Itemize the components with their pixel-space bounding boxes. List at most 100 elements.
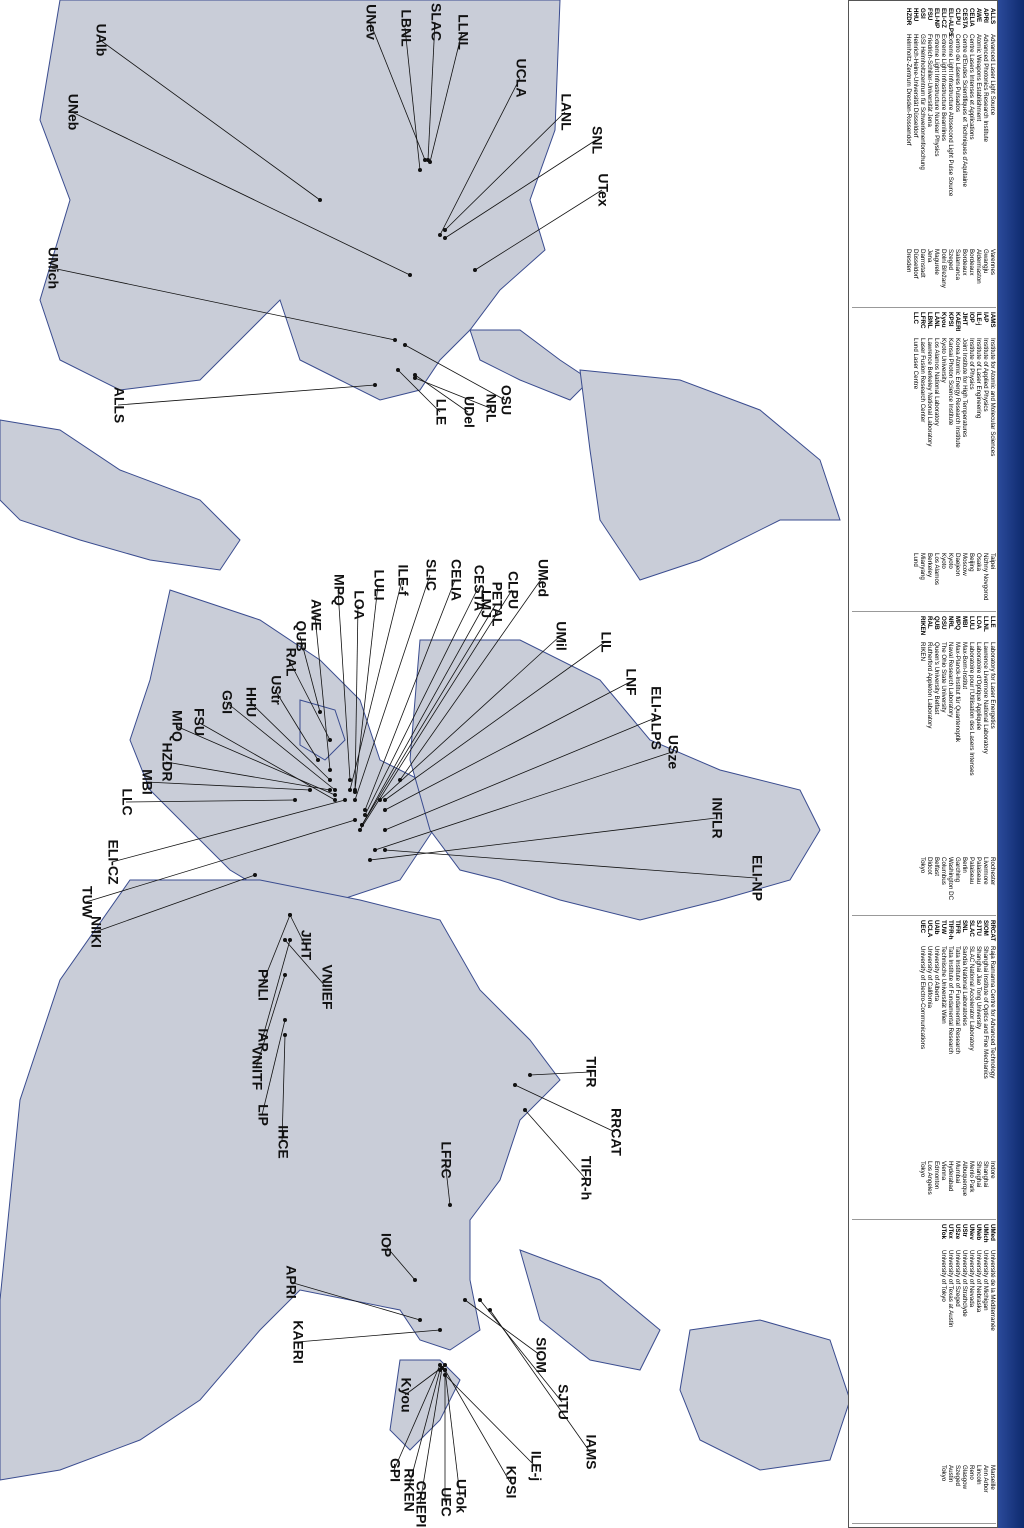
legend-group: LLE Laboratory for Laser Energetics Roches… xyxy=(852,612,996,916)
institute-name: Max-Born-Institut xyxy=(961,642,968,690)
pin-line xyxy=(407,1369,441,1491)
north-america xyxy=(39,0,561,401)
city: Salamanca xyxy=(954,249,961,280)
institute-label: UCLA xyxy=(513,59,529,98)
abbreviation: MBI xyxy=(961,616,968,628)
legend-row: SIOM Shanghai Institute of Optics and Fin… xyxy=(982,920,989,1215)
uk xyxy=(299,699,346,761)
institute-label: LFRC xyxy=(438,1141,454,1178)
pin-dot xyxy=(528,1073,532,1077)
pin-line xyxy=(361,603,497,826)
pin-line xyxy=(85,819,356,903)
pin-dot xyxy=(328,778,332,782)
pin-line xyxy=(281,1034,286,1143)
institute-name: Extreme Light Infrastructure Nuclear Phy… xyxy=(933,34,940,157)
legend-row: UMed Université de la Méditerranée Marseil… xyxy=(989,1224,996,1519)
pin-line xyxy=(444,1159,451,1206)
legend-row: TIFR Tata Institute of Fundamental Resear… xyxy=(954,920,961,1215)
institute-label: LBNL xyxy=(398,9,414,47)
abbreviation: KPSI xyxy=(947,312,954,327)
city: Bordeaux xyxy=(968,249,975,276)
pin-line xyxy=(249,701,331,781)
pin-dot xyxy=(513,1083,517,1087)
abbreviation: CELIA xyxy=(968,8,975,27)
institute-label: ELI-CZ xyxy=(105,839,121,885)
institute-label: UAlb xyxy=(93,24,109,57)
pin-dot xyxy=(283,938,287,942)
legend-row: MPQ Max-Planck-Institut für Quantenoptik G… xyxy=(954,616,961,911)
pin-line xyxy=(404,27,421,171)
asia xyxy=(0,879,561,1481)
city: Glasgow xyxy=(961,1465,968,1490)
institute-label: GSI xyxy=(219,690,235,714)
city: Berlin xyxy=(961,857,968,873)
legend-row: KAERI Korea Atomic Energy Research Instit… xyxy=(954,312,961,607)
legend-row: SJTU Shanghai Jiao Tong University Shangha… xyxy=(975,920,982,1215)
pin-dot xyxy=(328,738,332,742)
pin-line xyxy=(94,874,256,933)
institute-label: VNIIEF xyxy=(319,964,335,1010)
pin-line xyxy=(165,761,331,791)
pin-dot xyxy=(288,938,292,942)
pin-line xyxy=(296,1329,441,1343)
legend-row: FSU Friedrich-Schiller-Universität Jena Je… xyxy=(926,8,933,303)
city: Tokyo xyxy=(940,1465,947,1482)
city: Columbus xyxy=(940,857,947,885)
city: Washington DC xyxy=(947,857,954,901)
legend-row: AWE Atomic Weapons Establishment Aldermast… xyxy=(975,8,982,303)
abbreviation: RRCAT xyxy=(989,920,996,942)
institute-name: University of Strathclyde xyxy=(961,1250,968,1317)
legend-row: UEC University of Electro-Communications T… xyxy=(919,920,926,1215)
institute-name: Advanced Laser Light Source xyxy=(989,34,996,116)
institute-label: LNF xyxy=(623,668,639,696)
pin-line xyxy=(514,1084,616,1133)
landmasses xyxy=(0,0,848,1481)
pin-dot xyxy=(353,818,357,822)
city: Albuquerque xyxy=(961,1161,968,1197)
city: Rochester xyxy=(989,857,996,886)
institute-label: VNIITF xyxy=(249,1046,265,1091)
pin-dot xyxy=(363,813,367,817)
pin-dot xyxy=(413,376,417,380)
pin-dot xyxy=(353,790,357,794)
pin-line xyxy=(414,377,491,409)
pin-line xyxy=(489,1309,591,1453)
institute-label: MBI xyxy=(139,769,155,795)
japan xyxy=(389,1359,461,1451)
city: Los Angeles xyxy=(926,1161,933,1195)
institute-label: APRI xyxy=(283,1265,299,1298)
legend-row: LBNL Lawrence Berkeley National Laborator… xyxy=(926,312,933,607)
pin-dot xyxy=(348,778,352,782)
pin-dot xyxy=(383,848,387,852)
pin-line xyxy=(384,849,757,879)
legend-row: CELIA Centre Lasers Intenses et Applicati… xyxy=(968,8,975,303)
institute-name: Kansai Photon Science Institute xyxy=(947,338,954,426)
pin-dot xyxy=(443,236,447,240)
abbreviation: OSU xyxy=(940,616,947,630)
abbreviation: ALLS xyxy=(989,8,996,25)
institute-name: GSI Helmholtzzentrum für Schwerionenfors… xyxy=(919,34,926,170)
pin-line xyxy=(354,604,359,793)
institute-label: ILE-f xyxy=(395,564,411,595)
institute-name: Los Alamos National Laboratory xyxy=(933,338,940,426)
pin-line xyxy=(379,635,561,801)
pin-dot xyxy=(383,828,387,832)
abbreviation: UTex xyxy=(947,1224,954,1239)
pin-line xyxy=(369,21,426,161)
city: Mumbai xyxy=(954,1161,961,1184)
city: Hyderabad xyxy=(947,1161,954,1192)
institute-name: The Ohio State University xyxy=(940,642,947,713)
institute-name: Lawrence Livermore National Laboratory xyxy=(982,642,989,754)
europe xyxy=(129,589,441,901)
institute-label: LANL xyxy=(558,93,574,131)
legend-row: UNev University of Nevada Reno xyxy=(968,1224,975,1519)
city: Tokyo xyxy=(919,1161,926,1178)
institute-label: SNL xyxy=(589,126,605,154)
city: Shanghai xyxy=(982,1161,989,1188)
institute-name: Centre d'Etudes Scientifiques et Techniq… xyxy=(961,34,968,187)
south-america xyxy=(579,369,841,581)
institute-name: Max-Planck-Institut für Quantenoptik xyxy=(954,642,961,743)
legend-row: LOA Laboratoire d'Optique Appliquée Palais… xyxy=(975,616,982,911)
city: Ann Arbor xyxy=(982,1465,989,1493)
institute-name: Joint Institute for High Temperatures xyxy=(961,338,968,438)
